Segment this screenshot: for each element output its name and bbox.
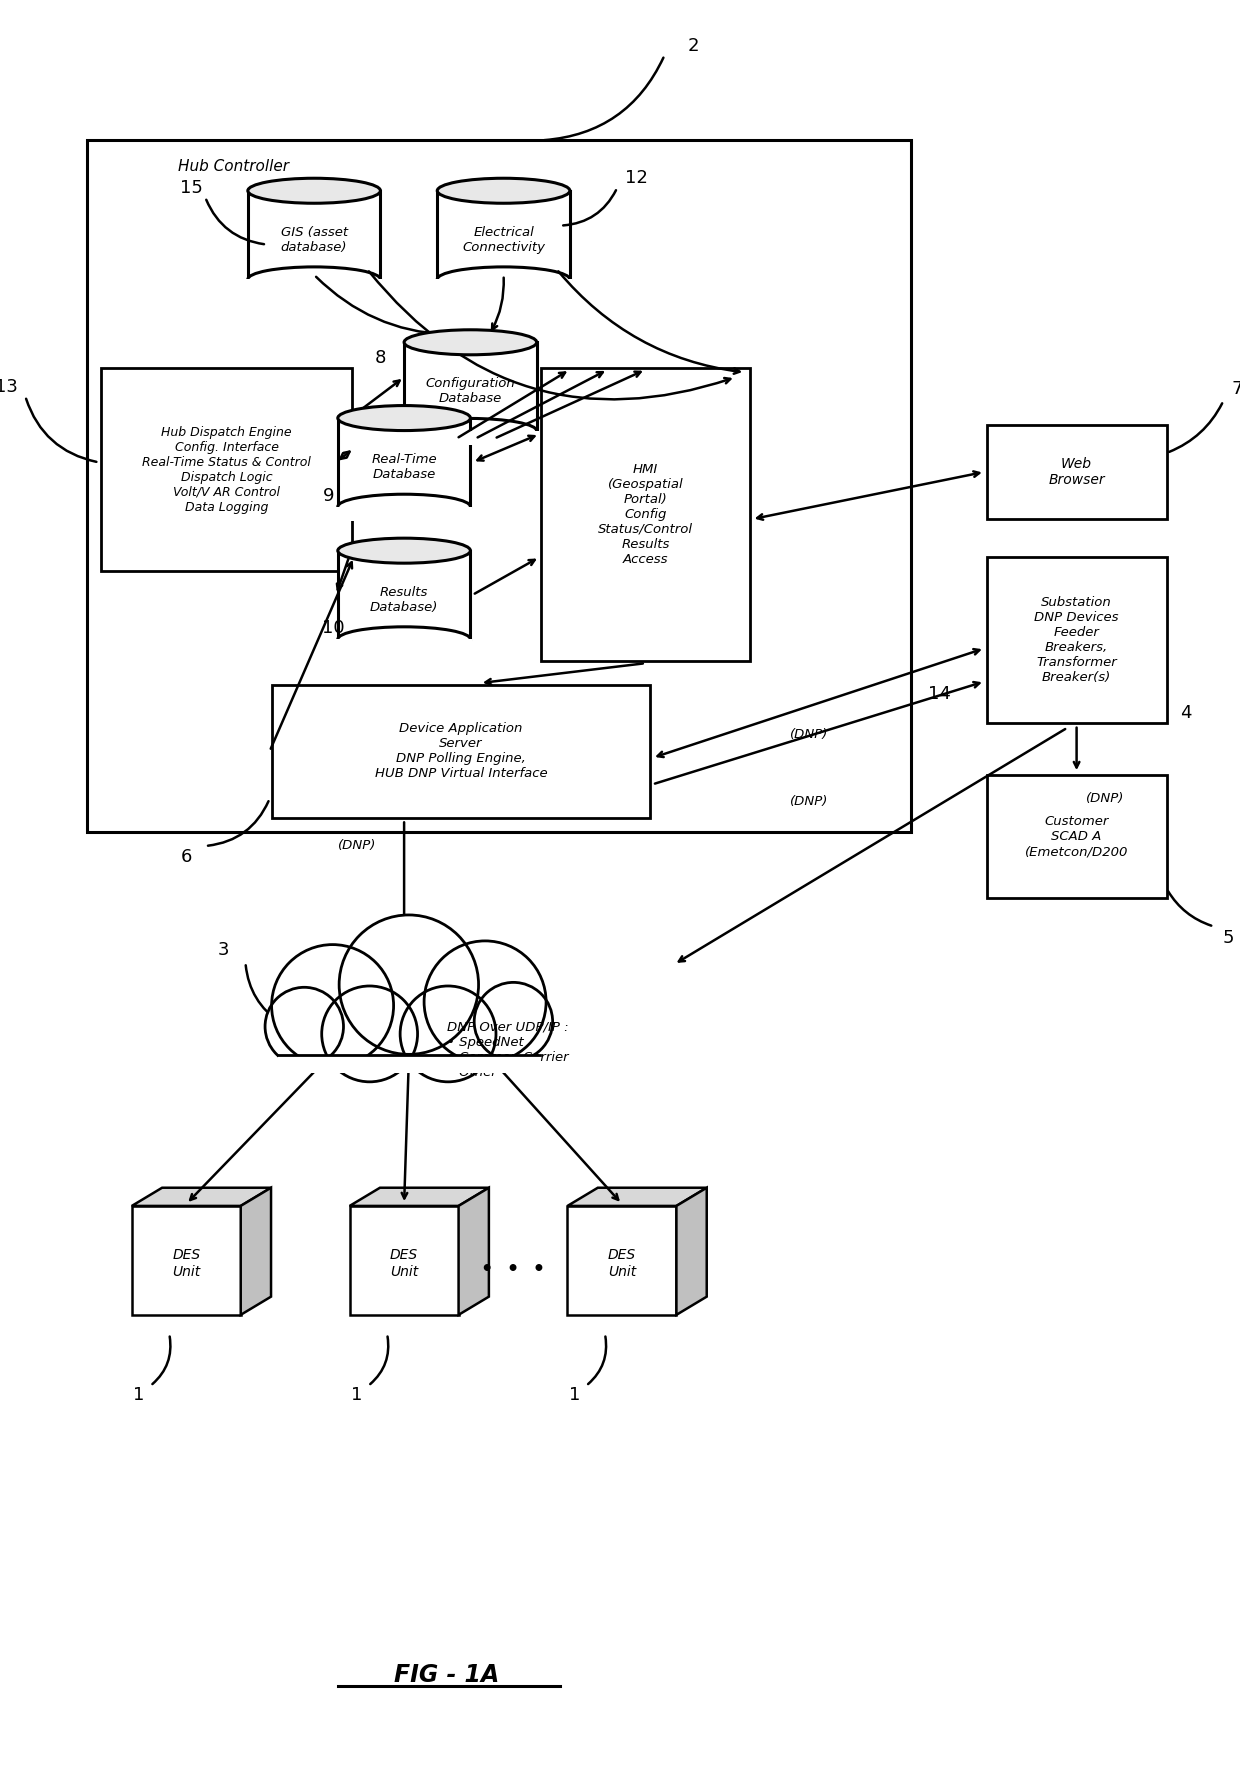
Text: Hub Controller: Hub Controller — [179, 159, 289, 175]
Bar — [987, 775, 1167, 897]
Bar — [438, 191, 570, 280]
Ellipse shape — [438, 267, 570, 292]
Bar — [131, 1205, 241, 1315]
Bar — [337, 550, 470, 639]
Text: (DNP): (DNP) — [1086, 793, 1125, 805]
Circle shape — [265, 988, 343, 1066]
Text: Web
Browser: Web Browser — [1048, 457, 1105, 487]
Ellipse shape — [337, 538, 470, 563]
Text: 1: 1 — [133, 1386, 145, 1404]
Circle shape — [424, 942, 546, 1064]
Bar — [278, 1055, 539, 1073]
Bar — [246, 280, 382, 294]
Text: 12: 12 — [625, 170, 647, 188]
Text: 5: 5 — [1223, 929, 1234, 947]
Text: Substation
DNP Devices
Feeder
Breakers,
Transformer
Breaker(s): Substation DNP Devices Feeder Breakers, … — [1034, 596, 1118, 683]
Text: Real-Time
Database: Real-Time Database — [371, 453, 436, 481]
Ellipse shape — [404, 329, 537, 354]
Text: 1: 1 — [569, 1386, 580, 1404]
Polygon shape — [459, 1188, 489, 1315]
Polygon shape — [241, 1188, 272, 1315]
Text: Configuration
Database: Configuration Database — [425, 377, 516, 405]
Ellipse shape — [248, 267, 381, 292]
Circle shape — [321, 986, 418, 1081]
Polygon shape — [131, 1188, 272, 1205]
Text: (DNP): (DNP) — [790, 795, 828, 807]
Bar — [337, 418, 470, 506]
Bar — [987, 558, 1167, 722]
Bar — [248, 191, 381, 280]
Circle shape — [401, 986, 496, 1081]
Text: 14: 14 — [928, 685, 951, 703]
Text: (DNP): (DNP) — [790, 727, 828, 740]
Text: Electrical
Connectivity: Electrical Connectivity — [463, 227, 546, 253]
Text: •  •  •: • • • — [481, 1260, 546, 1280]
Bar — [100, 368, 352, 572]
Text: 4: 4 — [1179, 704, 1192, 722]
Text: 6: 6 — [181, 848, 192, 866]
Bar — [402, 430, 538, 446]
Ellipse shape — [404, 418, 537, 444]
Bar — [272, 685, 650, 818]
Ellipse shape — [337, 494, 470, 519]
Text: 15: 15 — [180, 179, 202, 196]
Circle shape — [474, 982, 553, 1060]
Text: 8: 8 — [374, 349, 386, 366]
Text: Results
Database): Results Database) — [370, 586, 438, 614]
Text: 1: 1 — [351, 1386, 362, 1404]
Ellipse shape — [337, 627, 470, 651]
Bar — [568, 1205, 676, 1315]
Text: Hub Dispatch Engine
Config. Interface
Real-Time Status & Control
Dispatch Logic
: Hub Dispatch Engine Config. Interface Re… — [143, 427, 311, 513]
Text: 3: 3 — [218, 942, 229, 959]
Text: 13: 13 — [0, 377, 17, 396]
Text: GIS (asset
database): GIS (asset database) — [280, 227, 347, 253]
Ellipse shape — [248, 179, 381, 204]
Bar — [987, 425, 1167, 519]
Text: (DNP): (DNP) — [337, 839, 376, 853]
Text: Customer
SCAD A
(Emetcon/D200: Customer SCAD A (Emetcon/D200 — [1025, 814, 1128, 858]
Text: HMI
(Geospatial
Portal)
Config
Status/Control
Results
Access: HMI (Geospatial Portal) Config Status/Co… — [598, 464, 693, 566]
Text: 7: 7 — [1231, 379, 1240, 398]
Text: FIG - 1A: FIG - 1A — [394, 1662, 500, 1687]
Bar — [350, 1205, 459, 1315]
Bar — [435, 280, 572, 294]
Bar — [87, 140, 911, 832]
Text: 9: 9 — [322, 487, 334, 504]
Bar — [336, 506, 472, 520]
Text: Device Application
Server
DNP Polling Engine,
HUB DNP Virtual Interface: Device Application Server DNP Polling En… — [374, 722, 547, 781]
Text: DNP Over UDP/IP :
• SpeedNet
• Common Carrier
• Other: DNP Over UDP/IP : • SpeedNet • Common Ca… — [446, 1021, 568, 1078]
Text: DES
Unit: DES Unit — [391, 1248, 418, 1278]
Text: 2: 2 — [687, 37, 699, 55]
Polygon shape — [676, 1188, 707, 1315]
Circle shape — [339, 915, 479, 1055]
Ellipse shape — [438, 179, 570, 204]
Text: DES
Unit: DES Unit — [172, 1248, 201, 1278]
Polygon shape — [350, 1188, 489, 1205]
Polygon shape — [568, 1188, 707, 1205]
Ellipse shape — [337, 405, 470, 430]
Circle shape — [272, 945, 393, 1067]
Text: DES
Unit: DES Unit — [608, 1248, 636, 1278]
Bar — [404, 342, 537, 430]
Bar — [336, 639, 472, 653]
Bar — [542, 368, 750, 662]
Text: 10: 10 — [321, 620, 345, 637]
